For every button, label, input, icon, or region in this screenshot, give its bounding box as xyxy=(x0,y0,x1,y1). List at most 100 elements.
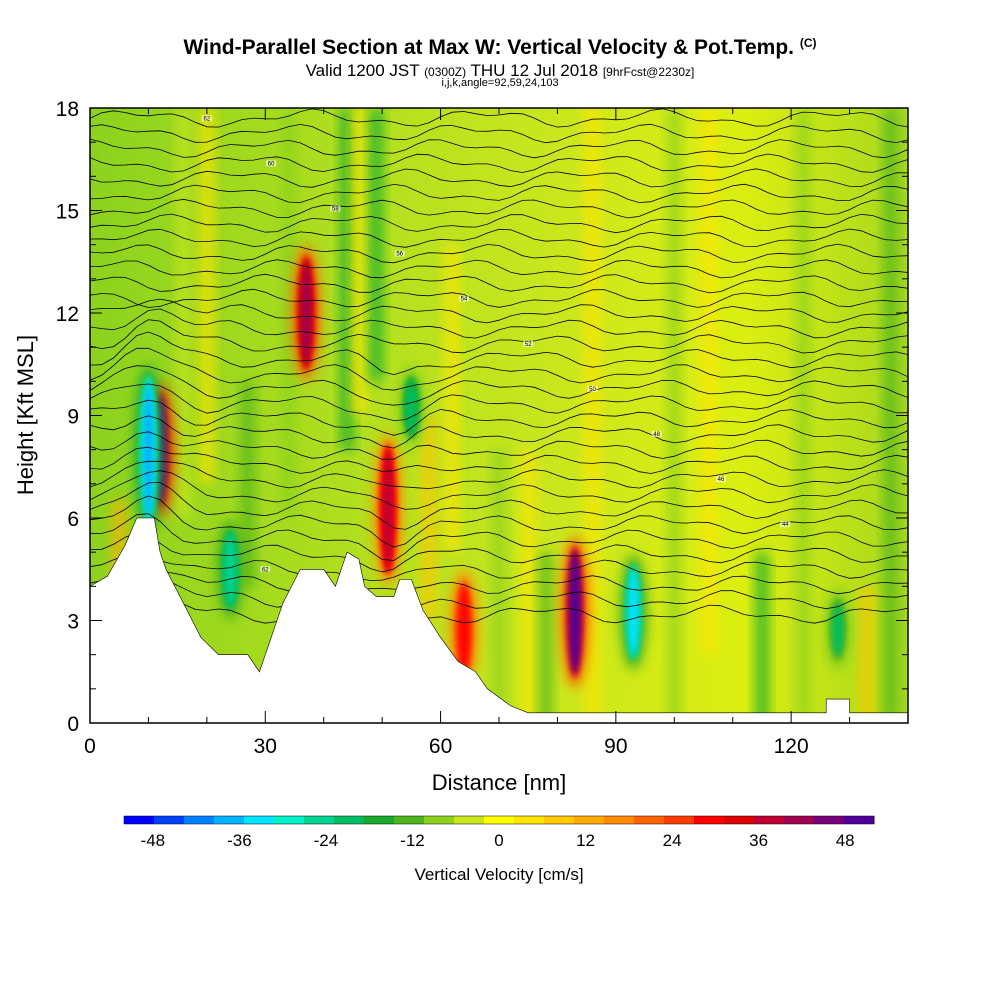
theta-contour-line xyxy=(90,331,908,376)
theta-contour-line xyxy=(90,243,908,264)
theta-contour-line xyxy=(90,123,908,144)
field-streak xyxy=(795,108,810,723)
colorbar-tick-label: 48 xyxy=(836,831,855,850)
colorbar-swatch xyxy=(694,816,725,824)
field-streak xyxy=(667,108,682,723)
theta-contour-line xyxy=(90,482,908,530)
field-streak xyxy=(492,449,506,723)
theta-label-bg xyxy=(330,205,341,212)
field-streak xyxy=(240,381,255,587)
axes: 0 30 60 90 120 0 3 6 9 12 15 18 xyxy=(56,98,908,758)
theta-contour-line xyxy=(90,532,908,573)
theta-contour-line xyxy=(90,446,908,474)
theta-contour-line xyxy=(90,347,908,391)
theta-label-bg xyxy=(587,385,598,392)
theta-contour-line xyxy=(90,495,908,548)
theta-contour-line xyxy=(90,399,908,436)
x-tick-label: 90 xyxy=(604,735,627,758)
terrain-mask xyxy=(90,517,908,723)
field-streak xyxy=(860,586,875,723)
theta-contour-line xyxy=(90,431,908,460)
theta-label-bg xyxy=(458,295,469,302)
theta-contour-line xyxy=(90,288,908,308)
theta-contour-label: 46 xyxy=(718,477,725,483)
colorbar-swatch xyxy=(514,816,545,824)
colorbar-tick-label: 24 xyxy=(663,831,682,850)
updraft-cell-core xyxy=(301,261,312,365)
colorbar-swatch xyxy=(154,816,185,824)
theta-contour-line xyxy=(90,319,908,354)
theta-contour-line xyxy=(90,183,908,204)
colorbar-swatch xyxy=(124,816,155,824)
field-streak xyxy=(340,108,355,450)
colorbar-tick-label: 36 xyxy=(749,831,768,850)
theta-label-bg xyxy=(523,340,534,347)
colorbar-tick-label: -24 xyxy=(314,831,339,850)
colorbar-tick-label: 0 xyxy=(494,831,503,850)
y-tick-label: 15 xyxy=(56,201,79,224)
field-streak xyxy=(702,108,717,655)
colorbar-swatch xyxy=(754,816,785,824)
theta-contour-line xyxy=(90,273,908,294)
field-streak xyxy=(281,108,296,518)
theta-contour-label: 44 xyxy=(782,522,789,528)
colorbar-swatch xyxy=(214,816,245,824)
y-axis-label: Height [Kft MSL] xyxy=(13,335,38,495)
colorbar-swatch xyxy=(454,816,485,824)
theta-contour-line xyxy=(90,553,908,581)
theta-contour-line xyxy=(90,589,908,629)
theta-contour-line xyxy=(90,460,908,490)
terrain xyxy=(90,517,908,723)
colorbar-tick-label: -12 xyxy=(400,831,425,850)
theta-contour-label: 54 xyxy=(461,297,468,303)
y-tick-label: 3 xyxy=(67,611,79,634)
theta-contour-label: 50 xyxy=(589,387,596,393)
colorbar: -48 -36 -24 -12 0 12 24 36 48 xyxy=(123,815,875,850)
theta-contour-line xyxy=(90,470,908,510)
theta-contour-line xyxy=(90,365,908,406)
x-tick-label: 30 xyxy=(254,735,277,758)
y-tick-label: 9 xyxy=(67,406,79,429)
colorbar-swatch xyxy=(274,816,305,824)
chart-title: Wind-Parallel Section at Max W: Vertical… xyxy=(183,36,817,59)
colorbar-swatch xyxy=(484,816,515,824)
field-streak xyxy=(445,244,460,553)
colorbar-frame xyxy=(123,815,875,825)
theta-contour-line xyxy=(90,168,908,188)
colorbar-swatch xyxy=(664,816,695,824)
colorbar-swatch xyxy=(364,816,395,824)
x-tick-label: 0 xyxy=(84,735,96,758)
theta-contour-line xyxy=(90,580,908,610)
theta-label-bg xyxy=(780,521,791,528)
theta-contour-line xyxy=(90,298,908,324)
theta-contour-label: 48 xyxy=(653,432,660,438)
velocity-field xyxy=(112,108,898,723)
colorbar-swatch xyxy=(334,816,365,824)
field-streak xyxy=(521,449,536,723)
theta-contour-line xyxy=(90,153,908,173)
theta-label-bg xyxy=(716,476,727,483)
theta-contour-line xyxy=(90,198,908,219)
colorbar-swatch xyxy=(544,816,575,824)
theta-label-bg xyxy=(651,430,662,437)
colorbar-swatch xyxy=(244,816,275,824)
theta-contour-line xyxy=(90,308,908,339)
y-tick-label: 12 xyxy=(56,303,79,326)
x-tick-label: 60 xyxy=(429,735,452,758)
theta-contour-label: 52 xyxy=(525,342,532,348)
field-streak xyxy=(754,552,769,723)
theta-contour-line xyxy=(90,513,908,561)
theta-contour-line xyxy=(90,415,908,449)
theta-contour-line xyxy=(90,383,908,422)
colorbar-swatch xyxy=(814,816,845,824)
theta-label-bg xyxy=(266,160,277,167)
field-streak xyxy=(585,108,600,723)
chart-subtitle: Valid 1200 JST (0300Z) THU 12 Jul 2018 [… xyxy=(305,61,695,80)
colorbar-swatch xyxy=(394,816,425,824)
updraft-cell-core xyxy=(382,449,393,570)
field-streak xyxy=(351,108,366,416)
field-streak xyxy=(369,108,384,382)
field-streak xyxy=(176,108,191,518)
colorbar-tick-label: 12 xyxy=(576,831,595,850)
